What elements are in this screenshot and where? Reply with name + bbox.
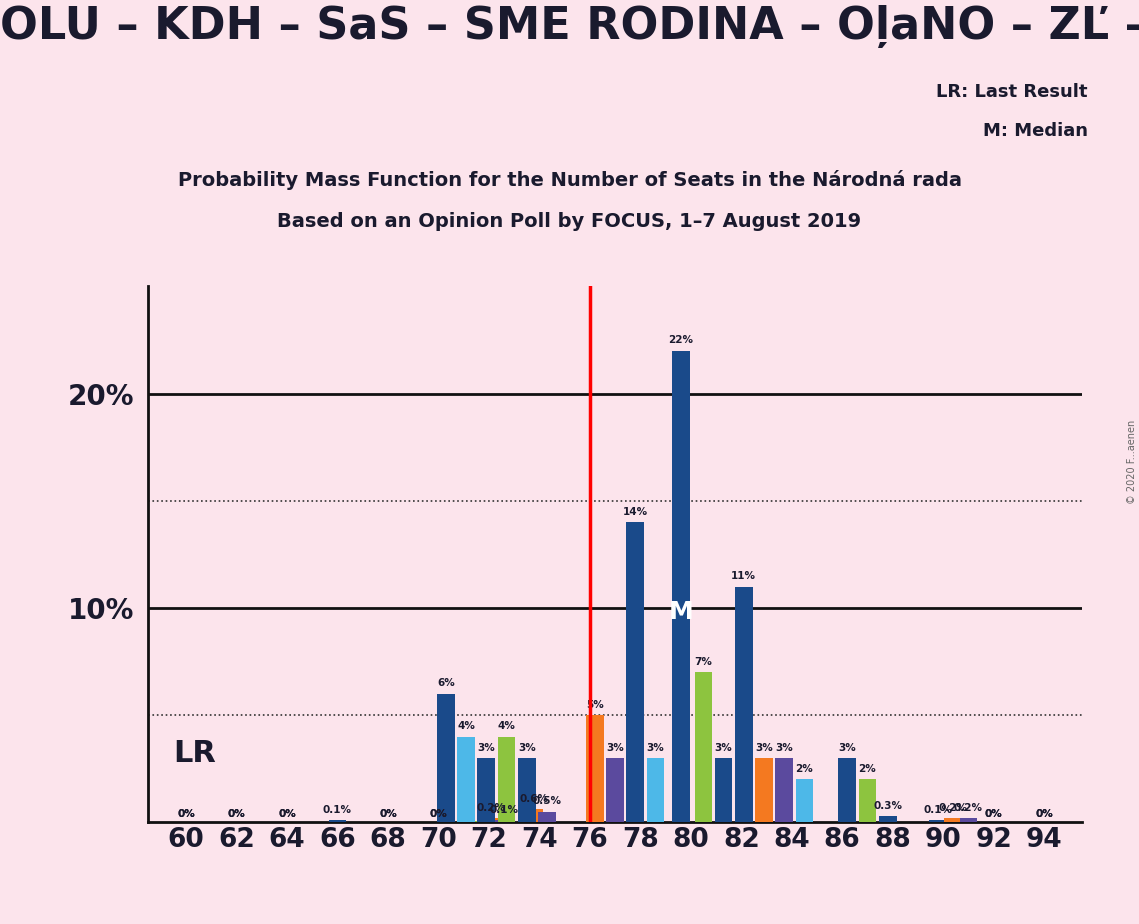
Text: 0%: 0%	[429, 808, 448, 819]
Bar	[672, 351, 689, 822]
Text: 0.2%: 0.2%	[939, 803, 968, 813]
Text: 11%: 11%	[731, 571, 756, 581]
Bar	[879, 816, 896, 822]
Text: 0%: 0%	[379, 808, 396, 819]
Text: 0.1%: 0.1%	[322, 805, 352, 815]
Bar	[587, 715, 604, 822]
Text: 0%: 0%	[379, 808, 396, 819]
Text: Probability Mass Function for the Number of Seats in the Národná rada: Probability Mass Function for the Number…	[178, 170, 961, 190]
Text: 4%: 4%	[457, 722, 475, 731]
Text: 0%: 0%	[1035, 808, 1054, 819]
Bar	[495, 821, 513, 822]
Text: 22%: 22%	[669, 335, 694, 346]
Text: Based on an Opinion Poll by FOCUS, 1–7 August 2019: Based on an Opinion Poll by FOCUS, 1–7 A…	[278, 213, 861, 231]
Text: 2%: 2%	[859, 764, 876, 774]
Text: 4%: 4%	[498, 722, 516, 731]
Bar	[960, 818, 977, 822]
Bar	[538, 811, 556, 822]
Text: © 2020 F...aenen: © 2020 F...aenen	[1126, 419, 1137, 505]
Bar	[518, 758, 535, 822]
Text: 0.2%: 0.2%	[477, 803, 506, 813]
Text: 7%: 7%	[695, 657, 712, 667]
Text: OLU – KDH – SaS – SME RODINA – OļaNO – ZĽ – MOS: OLU – KDH – SaS – SME RODINA – OļaNO – Z…	[0, 5, 1139, 48]
Text: 0%: 0%	[278, 808, 296, 819]
Bar	[437, 694, 454, 822]
Text: 0.5%: 0.5%	[532, 796, 562, 807]
Text: M: Median: M: Median	[983, 122, 1088, 140]
Text: LR: LR	[173, 739, 216, 768]
Text: 14%: 14%	[623, 507, 648, 517]
Text: 0%: 0%	[1035, 808, 1054, 819]
Bar	[328, 821, 346, 822]
Bar	[735, 587, 753, 822]
Bar	[859, 780, 876, 822]
Bar	[457, 736, 475, 822]
Text: M: M	[669, 601, 693, 625]
Bar	[755, 758, 773, 822]
Text: 0.1%: 0.1%	[490, 805, 518, 815]
Bar	[795, 780, 813, 822]
Text: 3%: 3%	[715, 743, 732, 753]
Text: 5%: 5%	[585, 699, 604, 710]
Bar	[715, 758, 732, 822]
Text: 0%: 0%	[278, 808, 296, 819]
Bar	[626, 522, 644, 822]
Text: 3%: 3%	[776, 743, 793, 753]
Text: 0%: 0%	[177, 808, 195, 819]
Bar	[498, 736, 515, 822]
Text: 0%: 0%	[177, 808, 195, 819]
Text: 3%: 3%	[606, 743, 624, 753]
Bar	[470, 821, 487, 822]
Text: 0%: 0%	[228, 808, 245, 819]
Bar	[838, 758, 857, 822]
Bar	[483, 818, 500, 822]
Bar	[606, 758, 624, 822]
Text: 3%: 3%	[518, 743, 535, 753]
Text: 0.3%: 0.3%	[874, 800, 902, 810]
Text: LR: Last Result: LR: Last Result	[936, 83, 1088, 102]
Bar	[776, 758, 793, 822]
Text: 2%: 2%	[795, 764, 813, 774]
Text: 6%: 6%	[437, 678, 454, 688]
Text: 0%: 0%	[985, 808, 1002, 819]
Bar	[695, 673, 712, 822]
Text: 3%: 3%	[838, 743, 857, 753]
Text: 0%: 0%	[429, 808, 448, 819]
Text: 3%: 3%	[647, 743, 664, 753]
Text: 0.1%: 0.1%	[924, 805, 952, 815]
Text: 0%: 0%	[228, 808, 245, 819]
Bar	[944, 818, 962, 822]
Bar	[477, 758, 495, 822]
Text: 0.2%: 0.2%	[954, 803, 983, 813]
Text: 0%: 0%	[985, 808, 1002, 819]
Bar	[525, 809, 543, 822]
Bar	[647, 758, 664, 822]
Text: 0.6%: 0.6%	[519, 794, 549, 804]
Text: 3%: 3%	[477, 743, 495, 753]
Text: 3%: 3%	[755, 743, 773, 753]
Bar	[929, 821, 947, 822]
